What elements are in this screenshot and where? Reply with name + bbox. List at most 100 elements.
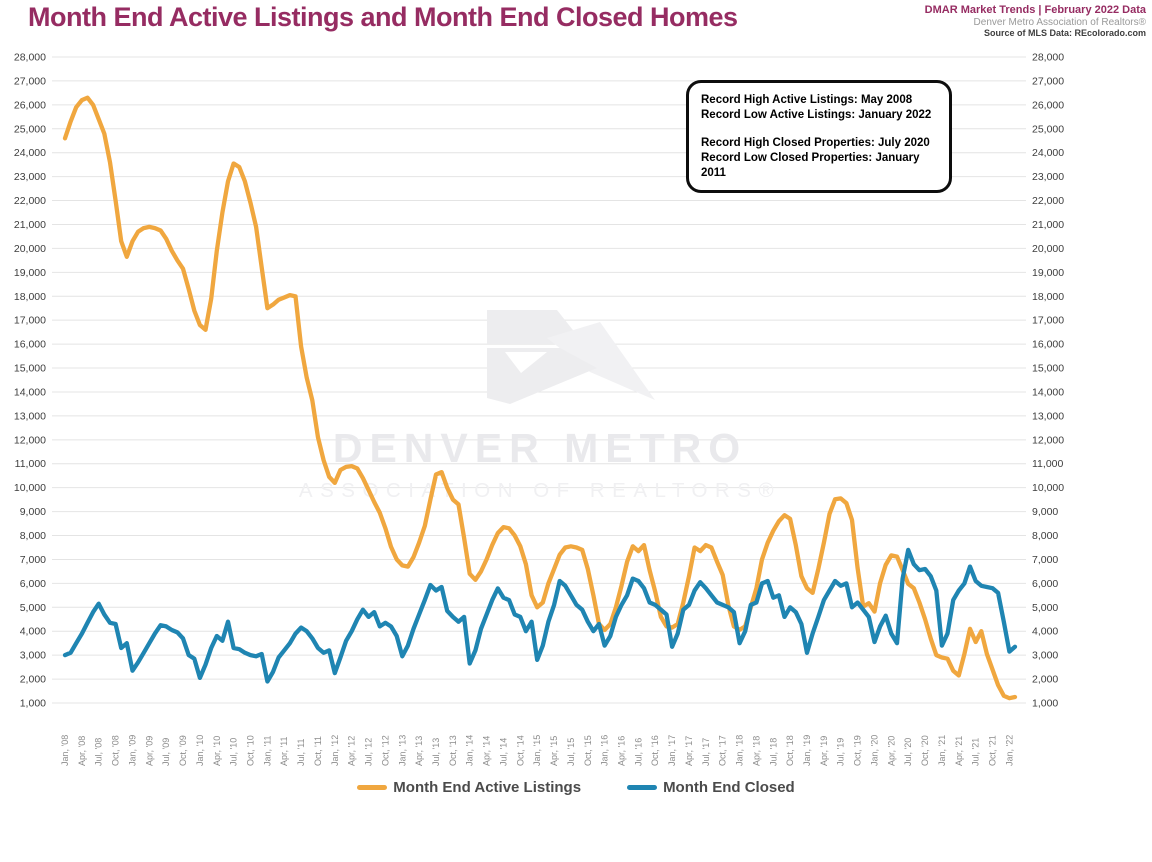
y-axis-label-right: 10,000 xyxy=(1032,482,1064,494)
x-axis-label: Apr, '17 xyxy=(684,736,694,766)
month-end-closed-line xyxy=(62,547,1018,684)
x-axis-label: Jul, '11 xyxy=(296,738,306,766)
y-axis-label-left: 22,000 xyxy=(14,195,46,207)
association-name: Denver Metro Association of Realtors® xyxy=(973,16,1146,28)
x-axis-label: Jul, '12 xyxy=(364,738,374,766)
y-axis-label-left: 13,000 xyxy=(14,410,46,422)
x-axis-label: Jan, '18 xyxy=(735,735,745,766)
x-axis-label: Jan, '08 xyxy=(60,735,70,766)
y-axis-label-right: 7,000 xyxy=(1032,554,1058,566)
x-axis-label: Jul, '08 xyxy=(94,738,104,766)
watermark-line1: DENVER METRO xyxy=(333,425,747,471)
y-axis-label-left: 9,000 xyxy=(20,506,46,518)
record-high-closed: Record High Closed Properties: July 2020 xyxy=(701,137,930,149)
y-axis-label-left: 25,000 xyxy=(14,123,46,135)
x-axis-label: Jan, '10 xyxy=(195,735,205,766)
record-high-active: Record High Active Listings: May 2008 xyxy=(701,94,913,106)
y-axis-label-left: 27,000 xyxy=(14,75,46,87)
y-axis-label-right: 22,000 xyxy=(1032,195,1064,207)
y-axis-label-left: 23,000 xyxy=(14,171,46,183)
y-axis-label-left: 4,000 xyxy=(20,626,46,638)
y-axis-label-left: 15,000 xyxy=(14,363,46,375)
x-axis-label: Jul, '09 xyxy=(161,738,171,766)
y-axis-label-left: 21,000 xyxy=(14,219,46,231)
watermark-logo-wing xyxy=(547,322,655,400)
x-axis-label: Oct, '16 xyxy=(650,735,660,766)
x-axis-label: Jan, '09 xyxy=(127,735,137,766)
y-axis-label-right: 17,000 xyxy=(1032,315,1064,327)
y-axis-label-right: 1,000 xyxy=(1032,698,1058,710)
x-axis-label: Jul, '13 xyxy=(431,738,441,766)
legend-label-closed: Month End Closed xyxy=(663,779,795,796)
legend-item-active-listings: Month End Active Listings xyxy=(357,779,581,796)
x-axis-label: Oct, '14 xyxy=(515,735,525,766)
closed-swatch xyxy=(627,785,658,790)
y-axis-label-right: 4,000 xyxy=(1032,626,1058,638)
x-axis-label: Apr, '14 xyxy=(482,736,492,766)
x-axis-label: Jul, '21 xyxy=(971,738,981,766)
x-axis-label: Apr, '20 xyxy=(886,736,896,766)
y-axis-label-right: 15,000 xyxy=(1032,363,1064,375)
legend-item-closed: Month End Closed xyxy=(627,779,795,796)
y-axis-label-left: 16,000 xyxy=(14,339,46,351)
y-axis-label-right: 27,000 xyxy=(1032,75,1064,87)
chart-legend: Month End Active Listings Month End Clos… xyxy=(0,779,1152,796)
x-axis-label: Apr, '08 xyxy=(77,736,87,766)
x-axis-label: Oct, '08 xyxy=(111,735,121,766)
y-axis-label-right: 6,000 xyxy=(1032,578,1058,590)
x-axis-label: Jan, '20 xyxy=(869,735,879,766)
x-axis-label: Jan, '11 xyxy=(262,735,272,766)
y-axis-label-right: 3,000 xyxy=(1032,650,1058,662)
x-axis-label: Oct, '10 xyxy=(246,735,256,766)
y-axis-label-left: 18,000 xyxy=(14,291,46,303)
y-axis-label-right: 21,000 xyxy=(1032,219,1064,231)
x-axis-label: Apr, '11 xyxy=(279,736,289,766)
y-axis-label-right: 14,000 xyxy=(1032,386,1064,398)
y-axis-label-left: 12,000 xyxy=(14,434,46,446)
x-axis-label: Jul, '18 xyxy=(768,738,778,766)
y-axis-label-right: 11,000 xyxy=(1032,458,1063,470)
x-axis-label: Apr, '19 xyxy=(819,736,829,766)
x-axis-label: Apr, '21 xyxy=(954,736,964,766)
active-listings-swatch xyxy=(357,785,388,790)
x-axis-label: Jul, '14 xyxy=(498,738,508,766)
y-axis-label-right: 19,000 xyxy=(1032,267,1064,279)
x-axis-label: Oct, '18 xyxy=(785,735,795,766)
x-axis-label: Apr, '09 xyxy=(144,736,154,766)
watermark: DENVER METRO ASSOCIATION OF REALTORS® xyxy=(299,310,781,502)
watermark-line2: ASSOCIATION OF REALTORS® xyxy=(299,479,781,502)
y-axis-label-right: 13,000 xyxy=(1032,410,1064,422)
x-axis-label: Oct, '11 xyxy=(313,736,323,766)
x-axis-label: Oct, '17 xyxy=(718,735,728,766)
x-axis-label: Jan, '21 xyxy=(937,735,947,766)
y-axis-label-right: 25,000 xyxy=(1032,123,1064,135)
x-axis-label: Jan, '19 xyxy=(802,735,812,766)
y-axis-label-left: 19,000 xyxy=(14,267,46,279)
x-axis-label: Jan, '12 xyxy=(330,735,340,766)
y-axis-label-right: 23,000 xyxy=(1032,171,1064,183)
x-axis-label: Apr, '18 xyxy=(751,736,761,766)
x-axis-label: Jan, '14 xyxy=(465,735,475,766)
record-low-active: Record Low Active Listings: January 2022 xyxy=(701,109,932,121)
y-axis-label-left: 26,000 xyxy=(14,99,46,111)
y-axis-label-right: 28,000 xyxy=(1032,52,1064,64)
records-callout: Record High Active Listings: May 2008 Re… xyxy=(686,80,952,193)
x-axis-label: Oct, '12 xyxy=(380,735,390,766)
data-source: Source of MLS Data: REcolorado.com xyxy=(983,28,1146,38)
y-axis-label-right: 16,000 xyxy=(1032,339,1064,351)
record-low-closed: Record Low Closed Properties: January 20… xyxy=(701,152,920,179)
y-axis-label-left: 14,000 xyxy=(14,386,46,398)
y-axis-label-left: 1,000 xyxy=(20,698,46,710)
x-axis-label: Oct, '20 xyxy=(920,735,930,766)
x-axis-label: Jul, '15 xyxy=(566,738,576,766)
x-axis-label: Jul, '19 xyxy=(836,738,846,766)
legend-label-active: Month End Active Listings xyxy=(393,779,582,796)
y-axis-label-right: 8,000 xyxy=(1032,530,1058,542)
x-axis-label: Apr, '13 xyxy=(414,736,424,766)
y-axis-label-left: 2,000 xyxy=(20,674,46,686)
y-axis-label-right: 9,000 xyxy=(1032,506,1058,518)
y-axis-label-right: 5,000 xyxy=(1032,602,1058,614)
y-axis-label-left: 8,000 xyxy=(20,530,46,542)
